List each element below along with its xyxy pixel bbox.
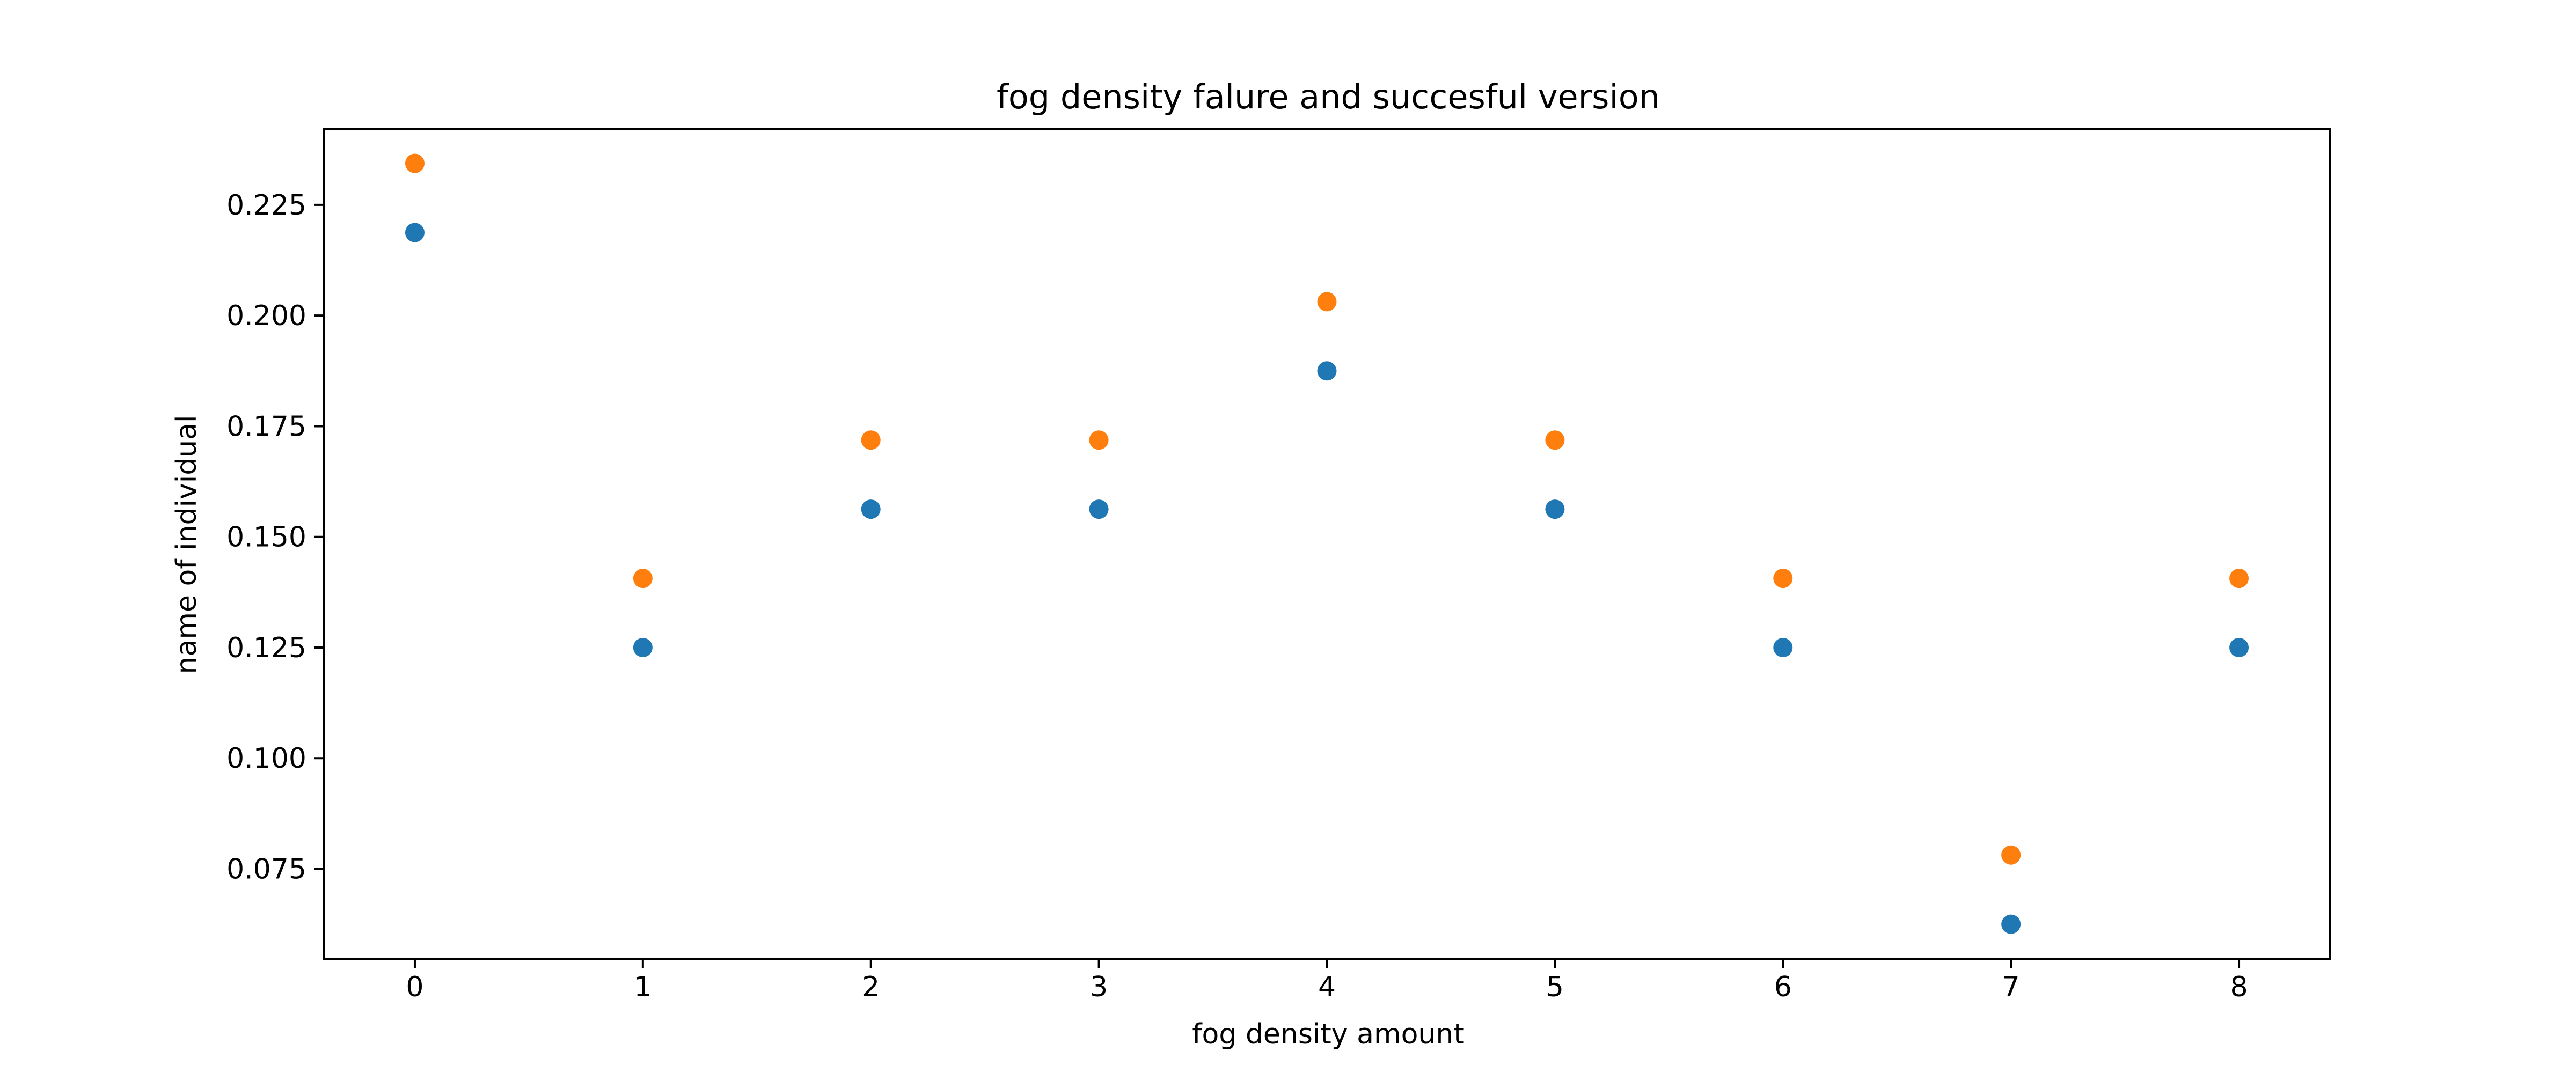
- x-tick-label: 4: [1318, 971, 1336, 1003]
- series-2-point: [1089, 430, 1109, 450]
- series-1-point: [633, 637, 653, 657]
- x-tick-label: 3: [1090, 971, 1108, 1003]
- series-2-point: [1317, 292, 1337, 312]
- x-tick-label: 1: [634, 971, 652, 1003]
- y-tick-label: 0.150: [226, 521, 306, 554]
- series-1-point: [405, 223, 425, 242]
- series-2-point: [2001, 845, 2021, 865]
- x-tick-label: 5: [1546, 971, 1564, 1003]
- series-2-point: [2229, 569, 2249, 589]
- y-axis-label: name of individual: [171, 415, 203, 674]
- x-tick-label: 6: [1774, 971, 1792, 1003]
- y-tick-label: 0.175: [226, 410, 306, 443]
- y-tick-label: 0.100: [226, 743, 306, 775]
- series-1-point: [1545, 499, 1565, 519]
- y-tick-label: 0.200: [226, 300, 306, 332]
- x-tick-label: 8: [2230, 971, 2248, 1003]
- x-tick-label: 2: [862, 971, 880, 1003]
- chart-title: fog density falure and succesful version: [997, 77, 1660, 116]
- y-tick-label: 0.075: [226, 854, 306, 886]
- series-2-point: [405, 153, 425, 173]
- series-2-point: [861, 430, 881, 450]
- series-1-point: [2001, 914, 2021, 934]
- series-1-point: [1089, 499, 1109, 519]
- series-1-point: [1773, 637, 1793, 657]
- plot-area: 0 1 2 3 4 5 6 7 8 0.075 0.100 0.125 0.150 0.175 0.200 0…: [226, 128, 2331, 1003]
- series-2-point: [1545, 430, 1565, 450]
- series-2-point: [1773, 569, 1793, 589]
- series-1-point: [2229, 637, 2249, 657]
- y-tick-label: 0.125: [226, 632, 306, 664]
- series-2-point: [633, 569, 653, 589]
- x-axis-label: fog density amount: [1192, 1018, 1464, 1050]
- series-1-point: [861, 499, 881, 519]
- series-1-point: [1317, 361, 1337, 381]
- y-tick-label: 0.225: [226, 189, 306, 222]
- x-tick-label: 0: [406, 971, 423, 1003]
- x-tick-label: 7: [2002, 971, 2020, 1003]
